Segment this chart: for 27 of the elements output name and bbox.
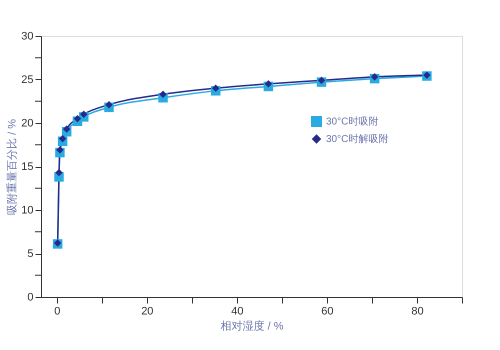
legend-label: 30°C时解吸附 [326,133,388,145]
y-tick-label: 10 [21,204,34,216]
y-tick-label: 25 [21,74,34,86]
point [74,114,82,122]
y-tick-label: 5 [27,248,34,260]
y-axis-title: 吸附重量百分比 / % [5,118,18,215]
x-tick-label: 20 [141,306,154,318]
point [55,168,63,176]
y-tick-label: 20 [21,118,34,130]
legend-label: 30°C时吸附 [326,116,378,128]
point [58,134,66,142]
point [264,80,272,88]
x-tick-label: 60 [321,306,334,318]
point [370,73,378,81]
point [212,84,220,92]
point [80,110,88,118]
x-tick-label: 40 [231,306,244,318]
y-tick-label: 0 [27,292,34,304]
point [62,125,70,133]
point [56,146,64,154]
x-tick-label: 0 [54,306,60,318]
y-tick-label: 15 [21,161,34,173]
y-tick-label: 30 [21,30,34,42]
x-axis-title: 相对湿度 / % [220,320,284,332]
point [159,90,167,98]
x-tick-label: 80 [411,306,424,318]
point [318,76,326,84]
